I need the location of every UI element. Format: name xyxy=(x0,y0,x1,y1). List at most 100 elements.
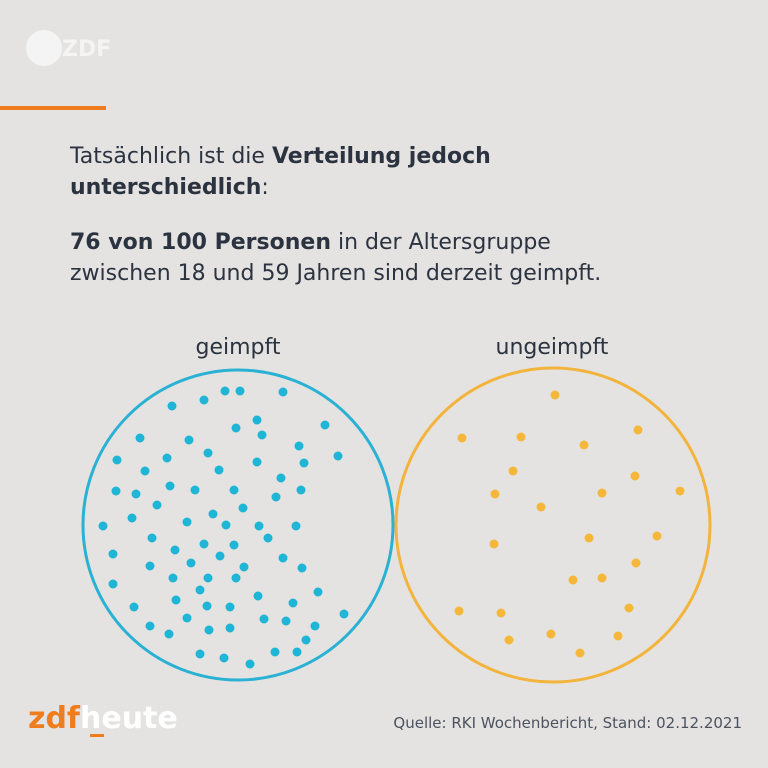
dot xyxy=(204,625,214,635)
dot xyxy=(631,558,641,568)
brand-heute: heute xyxy=(80,701,178,736)
dot xyxy=(516,432,526,442)
dot xyxy=(245,659,255,669)
dot xyxy=(231,573,241,583)
text-bold: unterschiedlich xyxy=(70,175,261,200)
dot xyxy=(257,430,267,440)
dot xyxy=(278,553,288,563)
dot xyxy=(310,621,320,631)
group-label: geimpft xyxy=(196,335,281,360)
statement-line-1: 76 von 100 Personen in der Altersgruppe xyxy=(70,230,551,255)
dot xyxy=(135,433,145,443)
dot xyxy=(111,486,121,496)
dot xyxy=(112,455,122,465)
dot xyxy=(675,486,685,496)
text-bold: Verteilung jedoch xyxy=(272,144,491,169)
dot xyxy=(195,585,205,595)
dot xyxy=(147,533,157,543)
dot xyxy=(140,466,150,476)
text: : xyxy=(261,175,268,200)
dot xyxy=(162,453,172,463)
dot xyxy=(254,521,264,531)
dot xyxy=(229,485,239,495)
dot xyxy=(271,492,281,502)
dot xyxy=(108,579,118,589)
dot xyxy=(597,573,607,583)
dot xyxy=(195,649,205,659)
dot xyxy=(164,629,174,639)
dot xyxy=(281,616,291,626)
dot xyxy=(490,489,500,499)
dot xyxy=(297,563,307,573)
dot xyxy=(333,451,343,461)
dot xyxy=(214,465,224,475)
brand: zdfheute xyxy=(28,701,178,736)
dot xyxy=(231,423,241,433)
dot xyxy=(145,561,155,571)
dot xyxy=(263,533,273,543)
intro-line-1: Tatsächlich ist die Verteilung jedoch xyxy=(69,144,491,169)
dot xyxy=(225,602,235,612)
dot xyxy=(171,595,181,605)
dot xyxy=(294,441,304,451)
group-circle xyxy=(394,366,712,684)
dot xyxy=(129,602,139,612)
dot xyxy=(253,591,263,601)
dot xyxy=(624,603,634,613)
dot xyxy=(219,653,229,663)
group-circle xyxy=(81,368,395,682)
dot xyxy=(536,502,546,512)
dot xyxy=(202,601,212,611)
dot xyxy=(278,387,288,397)
dot xyxy=(339,609,349,619)
dot xyxy=(199,539,209,549)
dot xyxy=(225,623,235,633)
dot xyxy=(550,390,560,400)
dot xyxy=(504,635,514,645)
text-bold: 76 von 100 Personen xyxy=(70,230,331,255)
group-label: ungeimpft xyxy=(496,335,609,360)
dot xyxy=(186,558,196,568)
dot xyxy=(203,573,213,583)
statement-line-2: zwischen 18 und 59 Jahren sind derzeit g… xyxy=(70,261,601,286)
brand-zdf: zdf xyxy=(28,701,81,736)
dot xyxy=(190,485,200,495)
dot xyxy=(613,631,623,641)
dot xyxy=(296,485,306,495)
dot xyxy=(276,473,286,483)
dot xyxy=(454,606,464,616)
dot xyxy=(220,386,230,396)
dot xyxy=(98,521,108,531)
dot xyxy=(203,448,213,458)
dot xyxy=(313,587,323,597)
text: in der Altersgruppe xyxy=(331,230,551,255)
dot xyxy=(584,533,594,543)
dot xyxy=(199,395,209,405)
dot xyxy=(170,545,180,555)
dot xyxy=(252,457,262,467)
dot xyxy=(167,401,177,411)
dot xyxy=(292,647,302,657)
dot xyxy=(108,549,118,559)
dot xyxy=(299,458,309,468)
dot xyxy=(182,613,192,623)
dot xyxy=(182,517,192,527)
dot xyxy=(633,425,643,435)
dot xyxy=(597,488,607,498)
dot xyxy=(457,433,467,443)
logo-disc xyxy=(26,30,62,66)
brand-underline xyxy=(90,734,104,737)
dot xyxy=(184,435,194,445)
dot xyxy=(575,648,585,658)
dot xyxy=(259,614,269,624)
dot xyxy=(165,481,175,491)
source: Quelle: RKI Wochenbericht, Stand: 02.12.… xyxy=(393,714,742,732)
dot xyxy=(221,520,231,530)
dot xyxy=(496,608,506,618)
dot xyxy=(568,575,578,585)
dot xyxy=(579,440,589,450)
dot xyxy=(145,621,155,631)
dots-vaccinated xyxy=(98,386,349,669)
